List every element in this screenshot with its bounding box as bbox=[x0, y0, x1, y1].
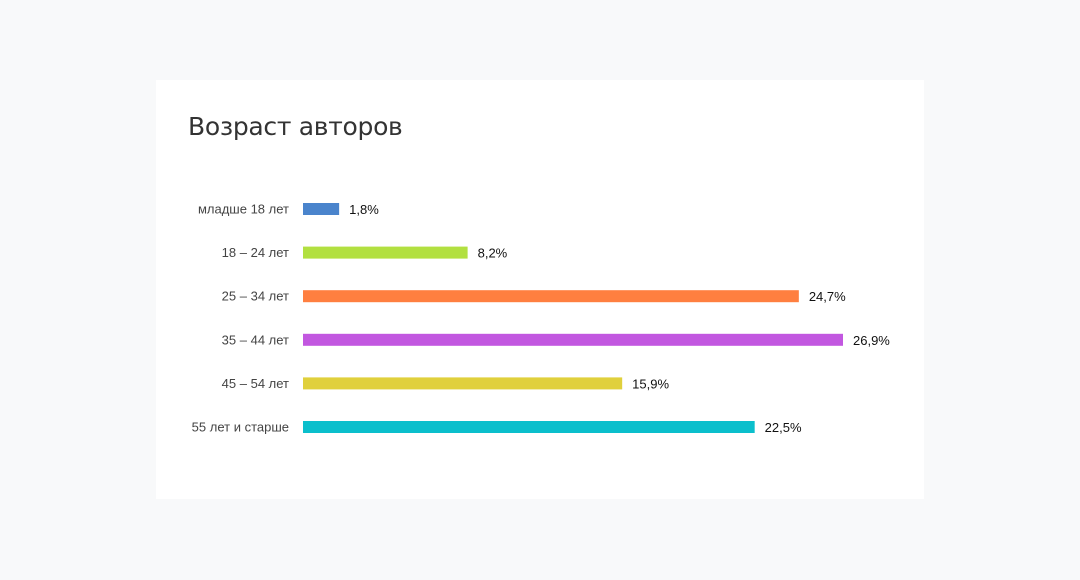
bar bbox=[303, 203, 340, 215]
category-label: 45 – 54 лет bbox=[222, 376, 289, 391]
value-label: 8,2% bbox=[478, 246, 508, 261]
category-label: 35 – 44 лет bbox=[222, 332, 289, 347]
bar bbox=[303, 333, 843, 346]
category-label: младше 18 лет bbox=[198, 202, 289, 217]
value-label: 1,8% bbox=[349, 202, 379, 217]
bar bbox=[303, 421, 755, 433]
value-label: 15,9% bbox=[632, 376, 669, 391]
bar bbox=[303, 377, 623, 390]
category-label: 25 – 34 лет bbox=[222, 289, 289, 304]
bar bbox=[303, 290, 799, 303]
category-label: 55 лет и старше bbox=[192, 420, 289, 435]
chart-title: Возраст авторов bbox=[188, 112, 403, 141]
value-label: 22,5% bbox=[765, 420, 802, 435]
category-label: 18 – 24 лет bbox=[222, 245, 289, 260]
value-label: 24,7% bbox=[809, 289, 846, 304]
value-label: 26,9% bbox=[853, 333, 890, 348]
bar bbox=[303, 246, 468, 259]
